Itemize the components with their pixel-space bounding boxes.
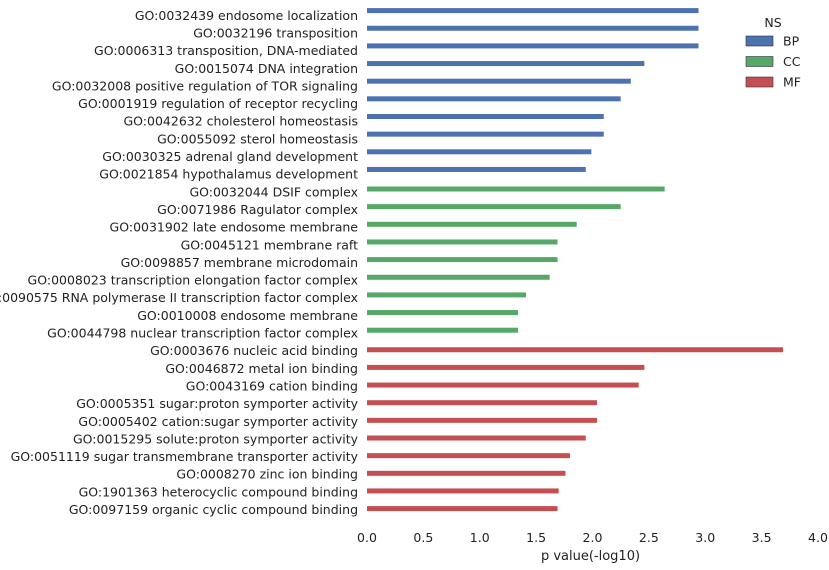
bar-mf-22	[367, 400, 598, 406]
category-label: GO:0090575 RNA polymerase II transcripti…	[0, 290, 358, 305]
category-label: GO:0008023 transcription elongation fact…	[28, 273, 358, 288]
category-label: GO:0001919 regulation of receptor recycl…	[78, 96, 358, 111]
legend-swatch-mf	[745, 76, 774, 88]
category-label: GO:0021854 hypothalamus development	[99, 167, 358, 182]
category-label: GO:0031902 late endosome membrane	[110, 220, 359, 235]
x-tick-label: 1.5	[526, 530, 546, 545]
category-label: GO:0098857 membrane microdomain	[121, 255, 358, 270]
bar-cc-12	[367, 221, 577, 227]
bar-mf-19	[367, 347, 784, 353]
legend: NS BP CC MF	[745, 15, 801, 90]
x-tick-label: 3.0	[695, 530, 715, 545]
bar-bp-6	[367, 114, 604, 119]
category-label: GO:0030325 adrenal gland development	[102, 149, 358, 164]
bar-mf-23	[367, 417, 598, 423]
bar-mf-27	[367, 488, 559, 494]
category-label: GO:0032008 positive regulation of TOR si…	[52, 78, 358, 93]
bar-bp-0	[367, 8, 699, 14]
bar-mf-24	[367, 435, 586, 441]
bar-cc-17	[367, 310, 519, 316]
category-label: GO:0044798 nuclear transcription factor …	[47, 326, 358, 341]
legend-label-mf: MF	[783, 75, 801, 90]
category-label: GO:0015074 DNA integration	[175, 61, 358, 76]
category-label: GO:0032439 endosome localization	[135, 8, 358, 23]
bar-bp-9	[367, 166, 586, 172]
legend-swatch-cc	[745, 56, 774, 67]
category-label: GO:1901363 heterocyclic compound binding	[79, 484, 358, 499]
bar-mf-25	[367, 453, 570, 459]
bar-mf-28	[367, 506, 558, 512]
category-label: GO:0051119 sugar transmembrane transport…	[11, 449, 359, 464]
bar-cc-14	[367, 257, 558, 263]
category-label: GO:0005351 sugar:proton symporter activi…	[76, 396, 358, 411]
x-tick-label: 2.0	[583, 530, 603, 545]
category-label: GO:0042632 cholesterol homeostasis	[124, 114, 359, 129]
bar-mf-20	[367, 364, 645, 370]
category-label: GO:0005402 cation:sugar symporter activi…	[78, 414, 358, 429]
category-labels: GO:0032439 endosome localization GO:00321…	[0, 8, 359, 517]
bar-cc-16	[367, 292, 526, 298]
bar-cc-10	[367, 186, 665, 192]
bar-cc-11	[367, 204, 621, 210]
category-label: GO:0015295 solute:proton symporter activ…	[73, 431, 359, 446]
x-tick-label: 1.0	[470, 530, 490, 545]
category-label: GO:0032044 DSIF complex	[189, 184, 358, 199]
category-label: GO:0043169 cation binding	[186, 378, 358, 393]
bar-cc-13	[367, 239, 558, 245]
x-tick-label: 0.5	[413, 530, 433, 545]
bar-bp-3	[367, 61, 645, 67]
legend-label-bp: BP	[783, 34, 800, 49]
category-label: GO:0046872 metal ion binding	[165, 361, 358, 376]
bars-group	[367, 8, 784, 512]
x-tick-label: 3.5	[752, 530, 772, 545]
x-tick-label: 2.5	[639, 530, 659, 545]
category-label: GO:0003676 nucleic acid binding	[150, 343, 358, 358]
x-tick-label: 4.0	[808, 530, 828, 545]
bar-bp-2	[367, 43, 699, 49]
category-label: GO:0006313 transposition, DNA-mediated	[94, 43, 358, 58]
category-label: GO:0010008 endosome membrane	[137, 308, 358, 323]
category-label: GO:0071986 Ragulator complex	[157, 202, 358, 217]
category-label: GO:0045121 membrane raft	[181, 237, 359, 252]
bar-cc-18	[367, 327, 519, 333]
bar-mf-21	[367, 382, 639, 388]
bar-bp-8	[367, 149, 592, 155]
bar-mf-26	[367, 470, 566, 476]
legend-title: NS	[764, 15, 781, 30]
category-label: GO:0032196 transposition	[193, 25, 358, 40]
x-axis-title: p value(-log10)	[541, 549, 640, 564]
bar-cc-15	[367, 274, 550, 280]
category-label: GO:0008270 zinc ion binding	[176, 467, 358, 482]
bar-bp-1	[367, 25, 699, 31]
bar-bp-4	[367, 78, 631, 84]
category-label: GO:0055092 sterol homeostasis	[157, 131, 358, 146]
legend-swatch-bp	[745, 35, 774, 47]
x-axis-ticks: 0.0 0.5 1.0 1.5 2.0 2.5 3.0 3.5 4.0	[357, 530, 828, 545]
legend-label-cc: CC	[783, 54, 801, 69]
legend-entries: BP CC MF	[745, 34, 801, 90]
x-tick-label: 0.0	[357, 530, 377, 545]
bar-bp-7	[367, 131, 604, 137]
category-label: GO:0097159 organic cyclic compound bindi…	[69, 502, 358, 517]
bar-bp-5	[367, 96, 621, 102]
